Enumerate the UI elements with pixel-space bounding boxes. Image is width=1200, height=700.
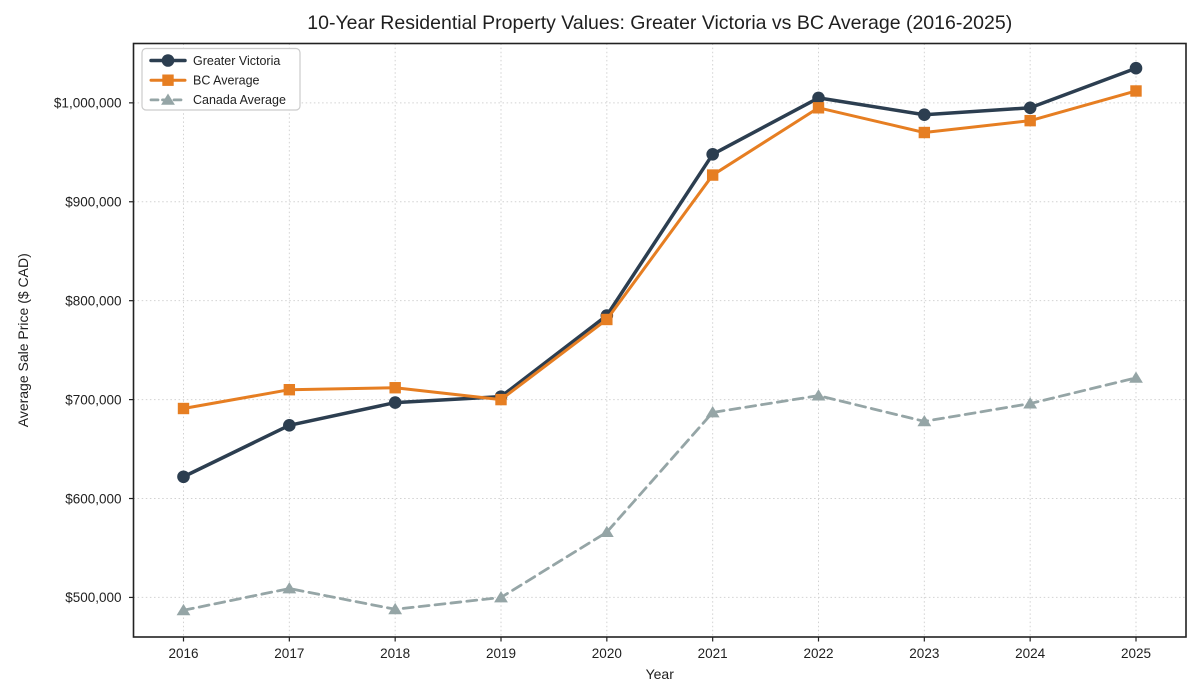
legend: Greater Victoria BC Average Canada Average: [141, 47, 301, 111]
x-tick-label: 2024: [1015, 646, 1046, 661]
x-tick-label: 2018: [380, 646, 410, 661]
data-point-triangle: [811, 389, 826, 401]
data-point-triangle: [599, 525, 614, 538]
legend-item-greater-victoria: Greater Victoria: [149, 54, 280, 68]
series-line-canada-average: [182, 376, 1138, 612]
data-point-circle: [283, 419, 296, 432]
x-tick-label: 2023: [909, 646, 939, 661]
data-point-square: [1024, 114, 1036, 127]
x-axis-label: Year: [646, 666, 675, 682]
legend-label: BC Average: [193, 74, 260, 88]
legend-item-bc-average: BC Average: [149, 74, 260, 88]
x-tick-label: 2021: [698, 646, 728, 661]
data-point-square: [812, 102, 825, 114]
data-point-circle: [918, 108, 931, 122]
data-point-circle: [706, 147, 719, 161]
x-tick-label: 2025: [1121, 646, 1151, 661]
y-axis-label: Average Sale Price ($ CAD): [15, 253, 31, 427]
y-tick-label: $1,000,000: [54, 96, 122, 111]
y-tick-label: $600,000: [65, 491, 121, 506]
data-point-square: [495, 393, 507, 406]
data-point-triangle: [282, 582, 297, 594]
data-point-triangle: [494, 591, 508, 603]
data-point-square: [706, 169, 719, 181]
x-tick-label: 2016: [168, 646, 198, 661]
data-point-triangle: [1129, 371, 1143, 383]
data-point-circle: [812, 91, 825, 105]
data-point-circle: [177, 470, 190, 484]
data-point-triangle: [917, 414, 932, 427]
data-point-triangle: [388, 602, 403, 615]
plot-frame: [132, 42, 1187, 638]
data-point-square: [283, 384, 296, 396]
legend-label: Canada Average: [193, 93, 286, 107]
data-point-square: [918, 126, 931, 139]
x-tick-label: 2022: [803, 646, 833, 661]
x-tick-label: 2019: [486, 646, 516, 661]
data-point-square: [1130, 85, 1142, 97]
data-point-square: [601, 313, 613, 326]
x-tick-label: 2020: [592, 646, 622, 661]
x-tick-label: 2017: [274, 646, 304, 661]
data-point-triangle: [705, 406, 720, 418]
legend-item-canada-average: Canada Average: [149, 93, 286, 107]
data-point-square: [177, 402, 190, 415]
y-tick-label: $700,000: [65, 392, 121, 407]
data-point-triangle: [1023, 397, 1038, 409]
series-line-bc-average: [182, 89, 1138, 411]
data-point-square: [389, 382, 401, 394]
data-point-circle: [161, 54, 175, 67]
data-point-circle: [1023, 101, 1037, 115]
series-line-greater-victoria: [181, 66, 1138, 479]
series-canada-average: [176, 371, 1143, 616]
series-bc-average: [177, 85, 1142, 415]
data-point-triangle: [161, 93, 175, 105]
data-point-circle: [388, 396, 402, 409]
legend-label: Greater Victoria: [193, 54, 280, 68]
data-point-circle: [1129, 61, 1143, 75]
y-tick-label: $800,000: [65, 293, 121, 308]
gridlines: [133, 43, 1186, 637]
legend-box: [141, 47, 301, 111]
y-tick-label: $900,000: [65, 195, 121, 210]
chart-title: 10-Year Residential Property Values: Gre…: [307, 12, 1012, 34]
data-point-square: [162, 74, 174, 86]
data-point-triangle: [176, 603, 191, 616]
y-tick-label: $500,000: [65, 590, 121, 605]
